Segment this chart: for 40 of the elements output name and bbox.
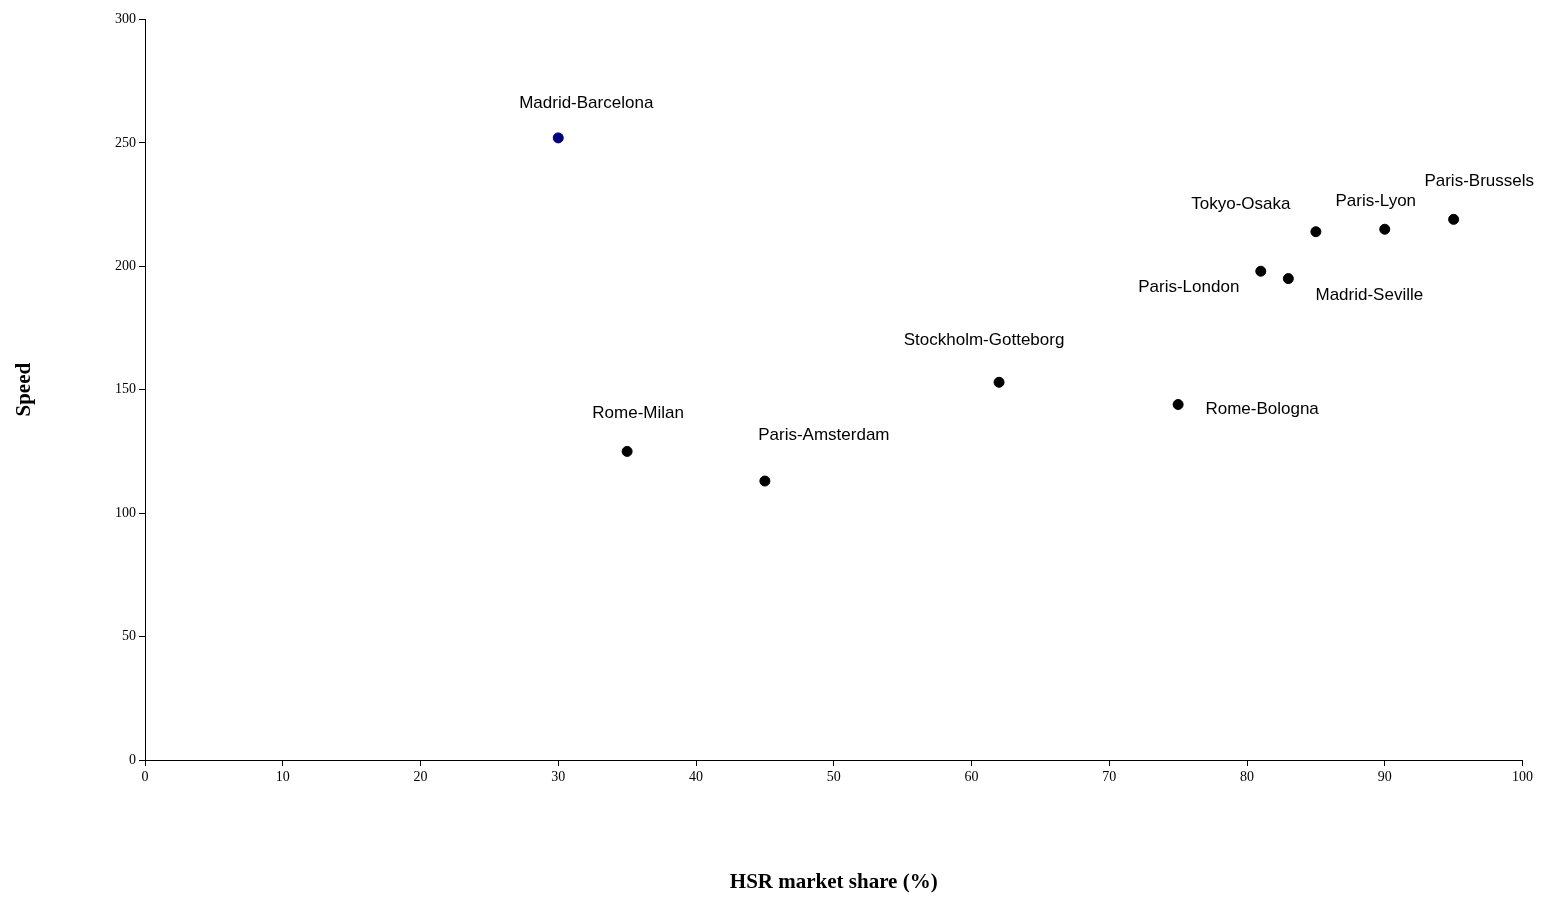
point [759, 475, 771, 487]
annotation: Madrid-Barcelona [519, 92, 654, 112]
point [552, 132, 564, 144]
x-tick-label: 50 [826, 769, 841, 785]
annotation: Tokyo-Osaka [1191, 194, 1292, 214]
x-tick-label: 100 [1512, 769, 1533, 785]
point [1379, 223, 1391, 235]
point [1310, 226, 1322, 238]
y-tick-label: 0 [129, 751, 136, 767]
y-tick-label: 200 [115, 257, 136, 273]
point [1172, 399, 1184, 411]
x-tick-label: 20 [413, 769, 428, 785]
x-tick-label: 30 [551, 769, 566, 785]
y-tick-label: 250 [115, 134, 136, 150]
annotation: Rome-Milan [592, 403, 684, 423]
point [1448, 213, 1460, 225]
annotation: Paris-Brussels [1424, 171, 1535, 191]
point [1255, 265, 1267, 277]
x-tick-label: 0 [141, 769, 149, 785]
point [621, 445, 633, 457]
point [1282, 273, 1294, 285]
annotation: Paris-London [1138, 276, 1240, 296]
y-tick-label: 150 [115, 381, 136, 397]
annotation: Stockholm-Gotteborg [903, 329, 1065, 349]
y-tick-label: 100 [115, 504, 136, 520]
x-tick-label: 70 [1102, 769, 1117, 785]
point [993, 376, 1005, 388]
y-axis-title: Speed [11, 362, 36, 417]
annotation: Madrid-Seville [1315, 285, 1424, 305]
x-tick-label: 80 [1240, 769, 1254, 785]
y-tick-label: 300 [115, 11, 136, 27]
annotation: Rome-Bologna [1205, 399, 1320, 419]
x-tick-label: 90 [1377, 769, 1392, 785]
x-tick-label: 40 [689, 769, 703, 785]
annotation: Paris-Lyon [1335, 190, 1417, 210]
annotation: Paris-Amsterdam [758, 424, 890, 444]
x-tick-label: 10 [275, 769, 290, 785]
y-tick-label: 50 [122, 628, 136, 644]
x-tick-label: 60 [964, 769, 979, 785]
x-axis-title: HSR market share (%) [729, 868, 938, 893]
